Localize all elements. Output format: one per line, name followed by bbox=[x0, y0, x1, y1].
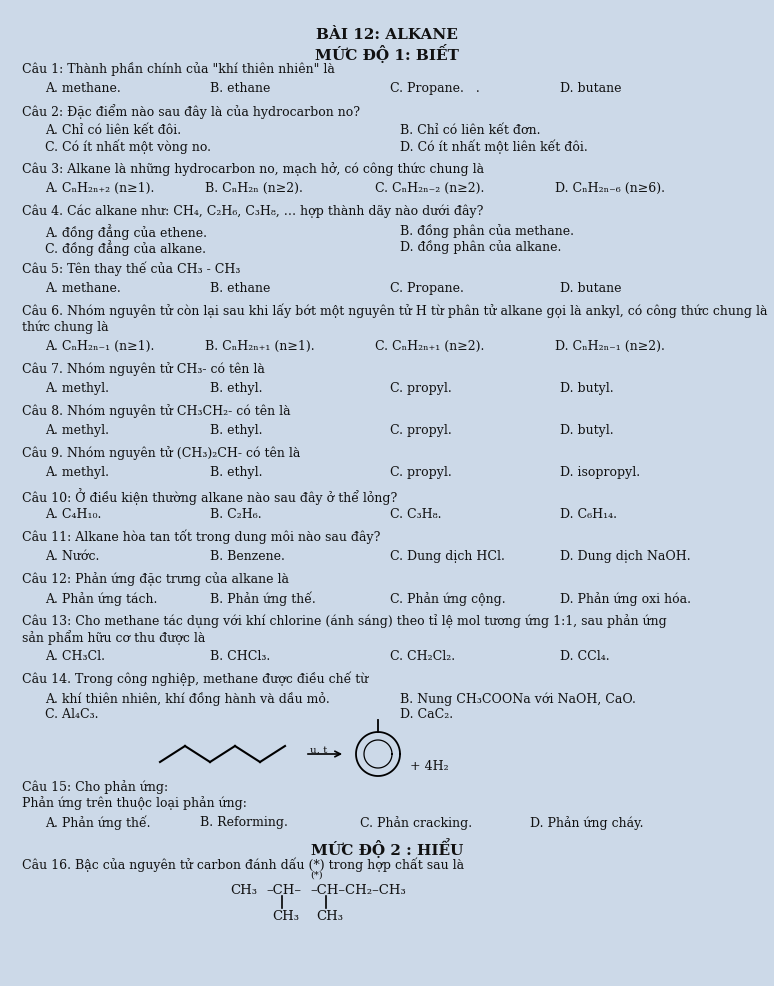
Text: D. Dung dịch NaOH.: D. Dung dịch NaOH. bbox=[560, 550, 690, 563]
Text: B. CₙH₂ₙ₊₁ (n≥1).: B. CₙH₂ₙ₊₁ (n≥1). bbox=[205, 340, 314, 353]
Text: A. đồng đẳng của ethene.: A. đồng đẳng của ethene. bbox=[45, 224, 207, 240]
Text: B. Reforming.: B. Reforming. bbox=[200, 816, 288, 829]
Text: C. Propane.: C. Propane. bbox=[390, 282, 464, 295]
Text: CH₃: CH₃ bbox=[272, 910, 299, 923]
Text: A. Nước.: A. Nước. bbox=[45, 550, 99, 563]
Text: A. CₙH₂ₙ₋₁ (n≥1).: A. CₙH₂ₙ₋₁ (n≥1). bbox=[45, 340, 154, 353]
Text: A. Phản ứng thế.: A. Phản ứng thế. bbox=[45, 816, 150, 830]
Text: Câu 15: Cho phản ứng:: Câu 15: Cho phản ứng: bbox=[22, 780, 168, 794]
Text: Câu 3: Alkane là những hydrocarbon no, mạch hở, có công thức chung là: Câu 3: Alkane là những hydrocarbon no, m… bbox=[22, 162, 484, 176]
Text: D. butyl.: D. butyl. bbox=[560, 382, 614, 395]
Text: B. Phản ứng thế.: B. Phản ứng thế. bbox=[210, 592, 316, 606]
Text: A. methane.: A. methane. bbox=[45, 282, 121, 295]
Text: D. Phản ứng cháy.: D. Phản ứng cháy. bbox=[530, 816, 643, 830]
Text: –CH–CH₂–CH₃: –CH–CH₂–CH₃ bbox=[310, 884, 406, 897]
Text: B. CₙH₂ₙ (n≥2).: B. CₙH₂ₙ (n≥2). bbox=[205, 182, 303, 195]
Text: Câu 7. Nhóm nguyên tử CH₃- có tên là: Câu 7. Nhóm nguyên tử CH₃- có tên là bbox=[22, 362, 265, 376]
Text: A. Phản ứng tách.: A. Phản ứng tách. bbox=[45, 592, 157, 605]
Text: C. CₙH₂ₙ₊₁ (n≥2).: C. CₙH₂ₙ₊₁ (n≥2). bbox=[375, 340, 485, 353]
Text: CH₃: CH₃ bbox=[230, 884, 257, 897]
Text: D. CₙH₂ₙ₋₆ (n≥6).: D. CₙH₂ₙ₋₆ (n≥6). bbox=[555, 182, 665, 195]
Text: A. methyl.: A. methyl. bbox=[45, 424, 109, 437]
Text: Câu 8. Nhóm nguyên tử CH₃CH₂- có tên là: Câu 8. Nhóm nguyên tử CH₃CH₂- có tên là bbox=[22, 404, 290, 418]
Text: A. C₄H₁₀.: A. C₄H₁₀. bbox=[45, 508, 101, 521]
Text: A. khí thiên nhiên, khí đồng hành và dầu mỏ.: A. khí thiên nhiên, khí đồng hành và dầu… bbox=[45, 692, 330, 706]
Text: D. đồng phân của alkane.: D. đồng phân của alkane. bbox=[400, 240, 561, 254]
Text: + 4H₂: + 4H₂ bbox=[410, 760, 449, 773]
Text: C. propyl.: C. propyl. bbox=[390, 424, 452, 437]
Text: D. CCl₄.: D. CCl₄. bbox=[560, 650, 610, 663]
Text: B. ethyl.: B. ethyl. bbox=[210, 424, 262, 437]
Text: C. Phản ứng cộng.: C. Phản ứng cộng. bbox=[390, 592, 505, 605]
Text: A. methyl.: A. methyl. bbox=[45, 382, 109, 395]
Text: –CH–: –CH– bbox=[266, 884, 301, 897]
Text: B. đồng phân của methane.: B. đồng phân của methane. bbox=[400, 224, 574, 238]
Text: BÀI 12: ALKANE: BÀI 12: ALKANE bbox=[316, 28, 458, 42]
Text: D. CaC₂.: D. CaC₂. bbox=[400, 708, 453, 721]
Text: A. methane.: A. methane. bbox=[45, 82, 121, 95]
Text: C. Dung dịch HCl.: C. Dung dịch HCl. bbox=[390, 550, 505, 563]
Text: MỨC ĐỘ 2 : HIỂU: MỨC ĐỘ 2 : HIỂU bbox=[311, 838, 463, 858]
Text: C. propyl.: C. propyl. bbox=[390, 382, 452, 395]
Text: Câu 2: Đặc điểm nào sau đây là của hydrocarbon no?: Câu 2: Đặc điểm nào sau đây là của hydro… bbox=[22, 104, 360, 119]
Text: D. butane: D. butane bbox=[560, 282, 622, 295]
Text: Câu 12: Phản ứng đặc trưng của alkane là: Câu 12: Phản ứng đặc trưng của alkane là bbox=[22, 572, 289, 586]
Text: D. butane: D. butane bbox=[560, 82, 622, 95]
Text: CH₃: CH₃ bbox=[316, 910, 343, 923]
Text: B. ethyl.: B. ethyl. bbox=[210, 466, 262, 479]
Text: B. Chỉ có liên kết đơn.: B. Chỉ có liên kết đơn. bbox=[400, 124, 540, 137]
Text: C. Propane.   .: C. Propane. . bbox=[390, 82, 480, 95]
Text: D. isopropyl.: D. isopropyl. bbox=[560, 466, 640, 479]
Text: u, t: u, t bbox=[310, 746, 327, 755]
Text: Câu 13: Cho methane tác dụng với khí chlorine (ánh sáng) theo tỉ lệ mol tương ứn: Câu 13: Cho methane tác dụng với khí chl… bbox=[22, 614, 666, 628]
Text: A. methyl.: A. methyl. bbox=[45, 466, 109, 479]
Text: D. butyl.: D. butyl. bbox=[560, 424, 614, 437]
Text: D. Phản ứng oxi hóa.: D. Phản ứng oxi hóa. bbox=[560, 592, 691, 605]
Text: A. CₙH₂ₙ₊₂ (n≥1).: A. CₙH₂ₙ₊₂ (n≥1). bbox=[45, 182, 154, 195]
Text: C. Có ít nhất một vòng no.: C. Có ít nhất một vòng no. bbox=[45, 140, 211, 155]
Text: Câu 4. Các alkane như: CH₄, C₂H₆, C₃H₈, … hợp thành dãy nào dưới đây?: Câu 4. Các alkane như: CH₄, C₂H₆, C₃H₈, … bbox=[22, 204, 484, 218]
Text: Câu 11: Alkane hòa tan tốt trong dung môi nào sau đây?: Câu 11: Alkane hòa tan tốt trong dung mô… bbox=[22, 530, 380, 544]
Text: B. Nung CH₃COONa với NaOH, CaO.: B. Nung CH₃COONa với NaOH, CaO. bbox=[400, 692, 636, 706]
Text: D. Có ít nhất một liên kết đôi.: D. Có ít nhất một liên kết đôi. bbox=[400, 140, 587, 155]
Text: Câu 6. Nhóm nguyên tử còn lại sau khi lấy bớt một nguyên tử H từ phân tử alkane : Câu 6. Nhóm nguyên tử còn lại sau khi lấ… bbox=[22, 304, 768, 318]
Text: A. CH₃Cl.: A. CH₃Cl. bbox=[45, 650, 105, 663]
Text: C. propyl.: C. propyl. bbox=[390, 466, 452, 479]
Text: B. ethane: B. ethane bbox=[210, 82, 270, 95]
Text: C. C₃H₈.: C. C₃H₈. bbox=[390, 508, 441, 521]
Text: D. C₆H₁₄.: D. C₆H₁₄. bbox=[560, 508, 617, 521]
Text: B. C₂H₆.: B. C₂H₆. bbox=[210, 508, 262, 521]
Text: Câu 14. Trong công nghiệp, methane được điều chế từ: Câu 14. Trong công nghiệp, methane được … bbox=[22, 672, 368, 686]
Text: A. Chỉ có liên kết đôi.: A. Chỉ có liên kết đôi. bbox=[45, 124, 181, 137]
Text: Câu 5: Tên thay thế của CH₃ - CH₃: Câu 5: Tên thay thế của CH₃ - CH₃ bbox=[22, 262, 241, 276]
Text: sản phẩm hữu cơ thu được là: sản phẩm hữu cơ thu được là bbox=[22, 630, 205, 645]
Text: Câu 1: Thành phần chính của "khí thiên nhiên" là: Câu 1: Thành phần chính của "khí thiên n… bbox=[22, 62, 335, 76]
Text: C. CₙH₂ₙ₋₂ (n≥2).: C. CₙH₂ₙ₋₂ (n≥2). bbox=[375, 182, 485, 195]
Text: B. Benzene.: B. Benzene. bbox=[210, 550, 285, 563]
Text: Phản ứng trên thuộc loại phản ứng:: Phản ứng trên thuộc loại phản ứng: bbox=[22, 796, 247, 810]
Text: C. đồng đẳng của alkane.: C. đồng đẳng của alkane. bbox=[45, 240, 206, 256]
Text: Câu 10: Ở điều kiện thường alkane nào sau đây ở thể lỏng?: Câu 10: Ở điều kiện thường alkane nào sa… bbox=[22, 488, 397, 505]
Text: (*): (*) bbox=[310, 871, 323, 880]
Text: thức chung là: thức chung là bbox=[22, 320, 108, 333]
Text: MỨC ĐỘ 1: BIẾT: MỨC ĐỘ 1: BIẾT bbox=[315, 44, 459, 63]
Text: B. CHCl₃.: B. CHCl₃. bbox=[210, 650, 270, 663]
Text: B. ethyl.: B. ethyl. bbox=[210, 382, 262, 395]
Text: Câu 9. Nhóm nguyên tử (CH₃)₂CH- có tên là: Câu 9. Nhóm nguyên tử (CH₃)₂CH- có tên l… bbox=[22, 446, 300, 459]
Text: D. CₙH₂ₙ₋₁ (n≥2).: D. CₙH₂ₙ₋₁ (n≥2). bbox=[555, 340, 665, 353]
Text: C. CH₂Cl₂.: C. CH₂Cl₂. bbox=[390, 650, 455, 663]
Text: B. ethane: B. ethane bbox=[210, 282, 270, 295]
Text: C. Phản cracking.: C. Phản cracking. bbox=[360, 816, 472, 830]
Text: C. Al₄C₃.: C. Al₄C₃. bbox=[45, 708, 98, 721]
Text: Câu 16. Bậc của nguyên tử carbon đánh dấu (*) trong hợp chất sau là: Câu 16. Bậc của nguyên tử carbon đánh dấ… bbox=[22, 858, 464, 873]
